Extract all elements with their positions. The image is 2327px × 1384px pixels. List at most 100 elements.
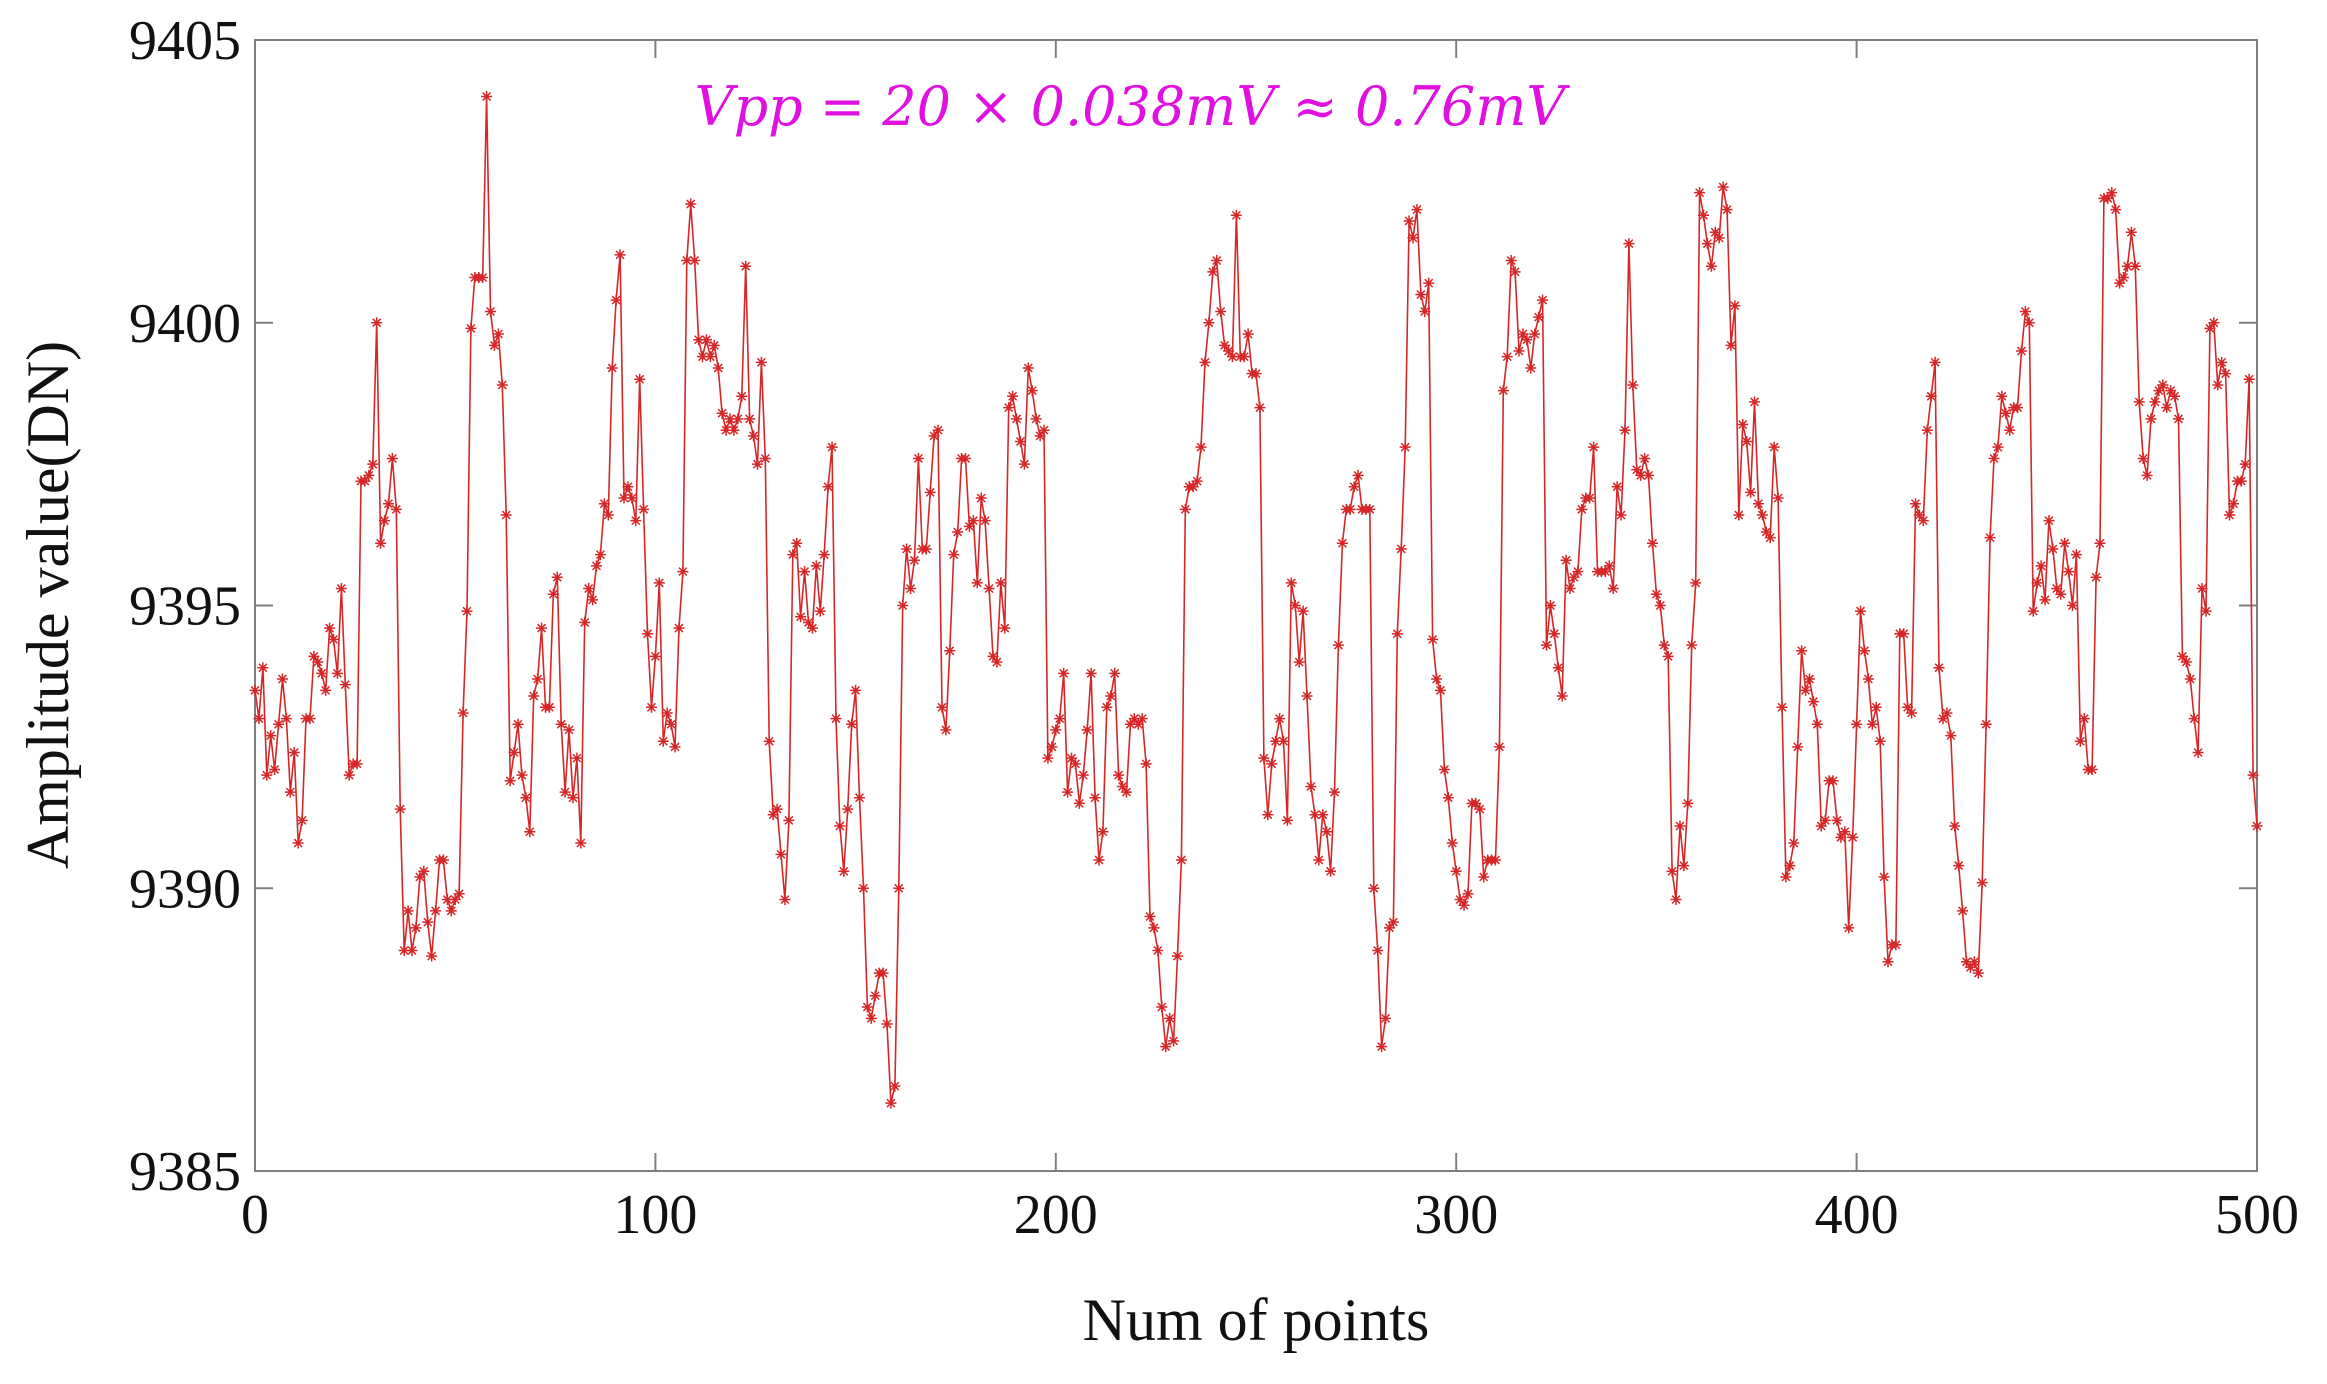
data-point: [1694, 187, 1706, 199]
data-point: [587, 594, 599, 606]
data-point: [508, 747, 520, 759]
vpp-annotation: Vpp = 20 × 0.038mV ≈ 0.76mV: [695, 75, 1571, 138]
data-point: [1505, 255, 1517, 267]
data-point: [979, 515, 991, 527]
data-point: [1752, 498, 1764, 510]
data-point: [1678, 860, 1690, 872]
data-point: [1203, 317, 1215, 329]
data-point: [1156, 1001, 1168, 1013]
data-point: [375, 537, 387, 549]
data-point: [367, 458, 379, 470]
data-point: [2114, 277, 2126, 289]
y-axis-title: Amplitude value(DN): [15, 341, 81, 869]
data-point: [402, 905, 414, 917]
data-point: [1635, 469, 1647, 481]
data-point: [1643, 469, 1655, 481]
data-point: [331, 667, 343, 679]
data-point: [1097, 826, 1109, 838]
data-point: [814, 605, 826, 617]
data-point: [1521, 334, 1533, 346]
data-point: [382, 498, 394, 510]
data-point: [1533, 311, 1545, 323]
data-point: [912, 452, 924, 464]
data-point: [1992, 441, 2004, 453]
data-point: [932, 424, 944, 436]
data-point: [1843, 922, 1855, 934]
data-point: [504, 775, 516, 787]
data-point: [1760, 526, 1772, 538]
data-point: [571, 752, 583, 764]
data-point: [2247, 769, 2259, 781]
data-point: [324, 622, 336, 634]
data-point: [1050, 724, 1062, 736]
data-point: [2224, 509, 2236, 521]
data-point: [1784, 860, 1796, 872]
data-point: [583, 583, 595, 595]
data-point: [1756, 509, 1768, 521]
data-point: [1811, 718, 1823, 730]
data-point: [2055, 588, 2067, 600]
data-point: [2251, 820, 2263, 832]
data-point: [492, 328, 504, 340]
data-point: [1187, 481, 1199, 493]
data-point: [999, 622, 1011, 634]
data-point: [296, 814, 308, 826]
data-point: [1654, 600, 1666, 611]
data-point: [818, 549, 830, 561]
data-point: [2121, 260, 2133, 272]
data-point: [371, 317, 383, 329]
data-point: [1442, 792, 1454, 804]
data-point: [1364, 503, 1376, 515]
data-point: [1066, 752, 1077, 764]
data-point: [488, 339, 500, 351]
data-point: [1160, 1041, 1172, 1053]
data-point: [386, 452, 398, 464]
data-point: [2051, 583, 2063, 595]
data-point: [363, 469, 375, 481]
data-point: [846, 718, 858, 730]
data-point: [748, 430, 760, 442]
data-point: [724, 413, 736, 425]
data-point: [983, 583, 995, 595]
data-point: [1745, 486, 1757, 498]
data-point: [543, 701, 555, 713]
data-point: [704, 351, 716, 363]
data-point: [1285, 577, 1297, 589]
data-point: [802, 616, 814, 628]
data-point: [1627, 379, 1639, 391]
data-point: [1034, 430, 1046, 442]
data-point: [1717, 181, 1729, 193]
data-point: [496, 379, 508, 391]
data-point: [437, 854, 449, 866]
data-point: [2078, 713, 2090, 725]
data-point: [398, 944, 410, 956]
data-point: [940, 724, 952, 736]
data-point: [2059, 537, 2071, 549]
data-point: [1018, 458, 1030, 470]
data-point: [2153, 385, 2165, 397]
data-point: [288, 747, 300, 759]
data-point: [1749, 396, 1761, 408]
data-point: [1513, 345, 1525, 357]
data-point: [2192, 747, 2204, 759]
data-point: [967, 515, 979, 527]
data-point: [2176, 650, 2188, 662]
data-point: [579, 616, 591, 628]
data-point: [1281, 814, 1293, 826]
data-point: [649, 650, 661, 662]
data-point: [1564, 583, 1576, 595]
data-point: [1913, 509, 1925, 521]
data-point: [920, 543, 932, 555]
data-point: [449, 894, 461, 906]
data-point: [1058, 667, 1070, 679]
data-point: [1902, 701, 1914, 713]
data-point: [1968, 956, 1980, 968]
data-point: [1690, 577, 1702, 589]
data-point: [410, 922, 422, 934]
y-tick-label: 9385: [129, 1141, 241, 1203]
data-point: [1391, 628, 1403, 640]
data-point: [2220, 368, 2232, 380]
data-point: [893, 882, 905, 894]
data-point: [1882, 956, 1894, 968]
